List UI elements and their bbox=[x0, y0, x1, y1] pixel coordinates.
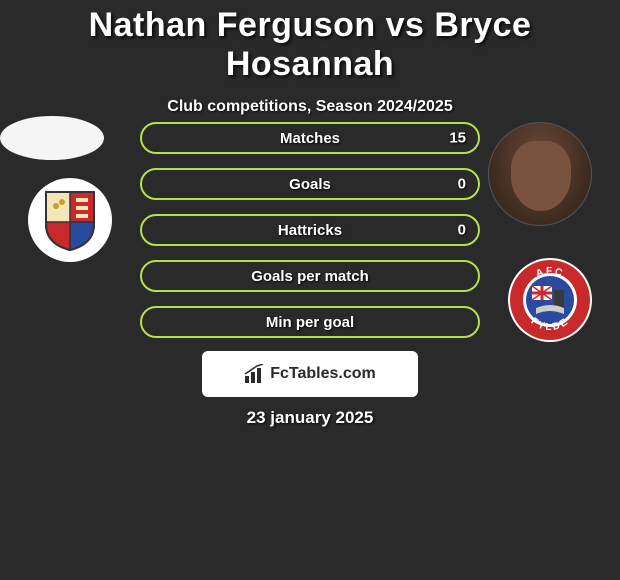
fctables-watermark: FcTables.com bbox=[202, 351, 418, 397]
stat-row-hattricks: Hattricks 0 bbox=[140, 214, 480, 246]
subtitle: Club competitions, Season 2024/2025 bbox=[0, 98, 620, 116]
stat-label: Matches bbox=[280, 130, 340, 147]
date-text: 23 january 2025 bbox=[0, 408, 620, 428]
stat-value-right: 0 bbox=[458, 222, 466, 239]
stat-label: Goals bbox=[289, 176, 331, 193]
stat-row-goals: Goals 0 bbox=[140, 168, 480, 200]
stat-value-right: 0 bbox=[458, 176, 466, 193]
stat-label: Min per goal bbox=[266, 314, 354, 331]
fctables-label: FcTables.com bbox=[270, 365, 376, 383]
stat-row-gpm: Goals per match bbox=[140, 260, 480, 292]
stat-label: Goals per match bbox=[251, 268, 369, 285]
stat-row-mpg: Min per goal bbox=[140, 306, 480, 338]
bars-icon bbox=[244, 364, 266, 384]
page-title: Nathan Ferguson vs Bryce Hosannah bbox=[0, 0, 620, 84]
stats-list: Matches 15 Goals 0 Hattricks 0 Goals per… bbox=[0, 122, 620, 352]
stat-value-right: 15 bbox=[449, 130, 466, 147]
stat-label: Hattricks bbox=[278, 222, 342, 239]
stat-row-matches: Matches 15 bbox=[140, 122, 480, 154]
